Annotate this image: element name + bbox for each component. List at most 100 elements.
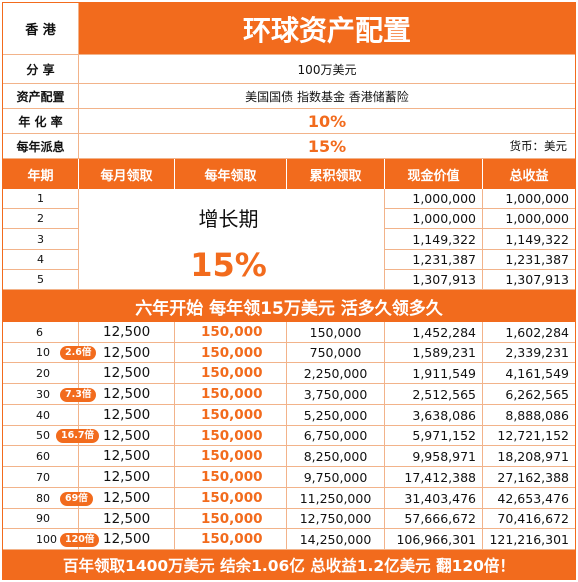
payout-cash-cell: 57,666,672 — [385, 509, 483, 529]
payout-monthly-cell: 12,500 — [79, 322, 175, 343]
payout-cumulative-cell: 3,750,000 — [287, 384, 385, 405]
payout-cash-cell: 3,638,086 — [385, 405, 483, 426]
multiplier-badge: 69倍 — [60, 492, 93, 506]
payout-cumulative-cell: 9,750,000 — [287, 467, 385, 488]
currency-note: 货币：美元 — [509, 139, 568, 153]
payout-yearly-cell: 150,000 — [175, 509, 287, 529]
payout-yearly-cell: 150,000 — [175, 405, 287, 426]
payout-total-cell: 42,653,476 — [483, 488, 575, 509]
payout-cumulative-cell: 2,250,000 — [287, 363, 385, 384]
payout-yearly-cell: 150,000 — [175, 488, 287, 509]
col-header-monthly: 每月领取 — [79, 159, 175, 189]
page-title: 环球资产配置 — [79, 3, 575, 55]
payout-total-cell: 6,262,565 — [483, 384, 575, 405]
info-label: 每年派息 — [3, 134, 79, 159]
payout-total-cell: 27,162,388 — [483, 467, 575, 488]
payout-cumulative-cell: 6,750,000 — [287, 426, 385, 446]
info-row-annual-rate: 年 化 率 10% — [3, 109, 575, 134]
payout-total-cell: 12,721,152 — [483, 426, 575, 446]
payout-monthly-cell: 12,500 — [79, 446, 175, 467]
payout-monthly-cell: 12,500 — [79, 343, 175, 363]
payout-cumulative-cell: 11,250,000 — [287, 488, 385, 509]
info-value: 100万美元 — [79, 55, 575, 84]
payout-monthly-cell: 12,500 — [79, 488, 175, 509]
col-header-cash-value: 现金价值 — [385, 159, 483, 189]
multiplier-badge: 120倍 — [60, 533, 100, 547]
growth-total-cell: 1,149,322 — [483, 229, 575, 250]
col-header-year: 年期 — [3, 159, 79, 189]
payout-total-cell: 2,339,231 — [483, 343, 575, 363]
payout-total-cell: 70,416,672 — [483, 509, 575, 529]
growth-cash-value-cell: 1,231,387 — [385, 250, 483, 270]
dividend-rate: 15% — [307, 136, 347, 156]
growth-year-cell: 2 — [3, 209, 79, 229]
payout-cash-cell: 2,512,565 — [385, 384, 483, 405]
region-label: 香 港 — [3, 3, 79, 55]
title-row: 香 港 环球资产配置 — [3, 3, 575, 55]
payout-cumulative-cell: 5,250,000 — [287, 405, 385, 426]
mid-banner: 六年开始 每年领15万美元 活多久领多久 — [3, 290, 575, 322]
payout-cash-cell: 31,403,476 — [385, 488, 483, 509]
payout-cash-cell: 9,958,971 — [385, 446, 483, 467]
info-row-allocation: 资产配置 美国国债 指数基金 香港储蓄险 — [3, 84, 575, 109]
payout-cumulative-cell: 14,250,000 — [287, 529, 385, 550]
payout-yearly-cell: 150,000 — [175, 426, 287, 446]
payout-cash-cell: 1,589,231 — [385, 343, 483, 363]
payout-cumulative-cell: 750,000 — [287, 343, 385, 363]
payout-yearly-cell: 150,000 — [175, 363, 287, 384]
payout-monthly-cell: 12,500 — [79, 529, 175, 550]
payout-monthly-cell: 12,500 — [79, 467, 175, 488]
payout-year-cell: 70 — [3, 467, 79, 488]
growth-cash-value-cell: 1,149,322 — [385, 229, 483, 250]
growth-total-cell: 1,231,387 — [483, 250, 575, 270]
info-row-share: 分 享 100万美元 — [3, 55, 575, 84]
growth-total-cell: 1,307,913 — [483, 270, 575, 290]
payout-cumulative-cell: 12,750,000 — [287, 509, 385, 529]
payout-cash-cell: 106,966,301 — [385, 529, 483, 550]
payout-year-cell: 6 — [3, 322, 79, 343]
col-header-yearly: 每年领取 — [175, 159, 287, 189]
growth-phase-label: 增长期 — [198, 207, 259, 231]
info-row-dividend: 每年派息 15% 货币：美元 — [3, 134, 575, 159]
payout-monthly-cell: 12,500 — [79, 363, 175, 384]
payout-year-cell: 40 — [3, 405, 79, 426]
info-label: 分 享 — [3, 55, 79, 84]
multiplier-badge: 7.3倍 — [60, 388, 97, 402]
payout-yearly-cell: 150,000 — [175, 529, 287, 550]
payout-cash-cell: 1,452,284 — [385, 322, 483, 343]
payout-total-cell: 18,208,971 — [483, 446, 575, 467]
info-value: 15% 货币：美元 — [79, 134, 575, 159]
growth-cash-value-cell: 1,307,913 — [385, 270, 483, 290]
payout-yearly-cell: 150,000 — [175, 446, 287, 467]
payout-monthly-cell: 12,500 — [79, 509, 175, 529]
payout-yearly-cell: 150,000 — [175, 467, 287, 488]
payout-monthly-cell: 12,500 — [79, 405, 175, 426]
payout-total-cell: 1,602,284 — [483, 322, 575, 343]
info-label: 资产配置 — [3, 84, 79, 109]
multiplier-badge: 16.7倍 — [56, 429, 99, 443]
growth-phase-merged-cell: 增长期 15% — [79, 189, 385, 290]
payout-section: 6 12,500 150,000 150,000 1,452,284 1,602,284 1… — [3, 322, 575, 550]
payout-yearly-cell: 150,000 — [175, 384, 287, 405]
growth-year-cell: 5 — [3, 270, 79, 290]
payout-cumulative-cell: 150,000 — [287, 322, 385, 343]
payout-cumulative-cell: 8,250,000 — [287, 446, 385, 467]
growth-cash-value-cell: 1,000,000 — [385, 209, 483, 229]
payout-monthly-cell: 12,500 — [79, 426, 175, 446]
payout-cash-cell: 17,412,388 — [385, 467, 483, 488]
payout-cash-cell: 1,911,549 — [385, 363, 483, 384]
growth-total-cell: 1,000,000 — [483, 209, 575, 229]
payout-yearly-cell: 150,000 — [175, 322, 287, 343]
info-value: 10% — [79, 109, 575, 134]
payout-year-cell: 20 — [3, 363, 79, 384]
growth-year-cell: 1 — [3, 189, 79, 209]
info-label: 年 化 率 — [3, 109, 79, 134]
growth-phase-rate: 15% — [190, 246, 267, 284]
growth-cash-value-cell: 1,000,000 — [385, 189, 483, 209]
payout-year-cell: 90 — [3, 509, 79, 529]
growth-year-cell: 4 — [3, 250, 79, 270]
payout-yearly-cell: 150,000 — [175, 343, 287, 363]
multiplier-badge: 2.6倍 — [60, 346, 97, 360]
payout-total-cell: 121,216,301 — [483, 529, 575, 550]
